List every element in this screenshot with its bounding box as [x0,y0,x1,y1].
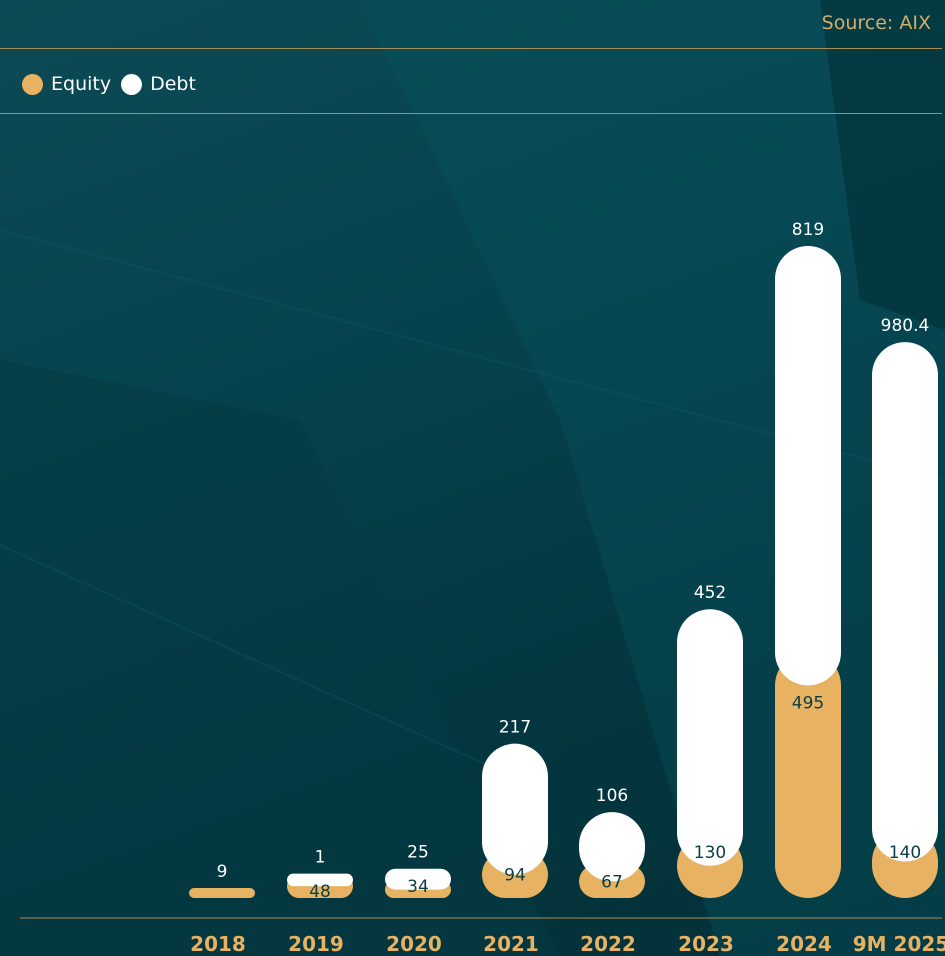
legend-item-equity: Equity [22,73,111,95]
x-tick-label-4: 2022 [580,932,636,956]
data-label-equity-3: 94 [504,866,526,886]
bar-debt-5 [677,609,743,866]
source-note: Source: AIX [821,12,931,34]
x-tick-label-6: 2024 [776,932,832,956]
legend-swatch-debt [121,73,143,95]
x-tick-label-0: 2018 [190,932,246,956]
bar-debt-3 [482,743,548,875]
data-label-equity-1: 48 [309,882,331,902]
bar-debt-2 [385,868,451,890]
legend: Equity Debt [22,73,200,95]
bar-debt-4 [579,812,645,882]
data-label-equity-2: 34 [407,877,429,897]
x-tick-label-2: 2020 [386,932,442,956]
bar-equity-0 [189,888,255,898]
data-label-total-4: 106 [596,786,628,806]
data-label-equity-7: 140 [889,843,921,863]
legend-item-debt: Debt [121,73,196,95]
legend-swatch-equity [22,73,43,95]
data-label-total-7: 980.4 [881,316,930,336]
data-label-total-0: 9 [217,862,228,882]
header-divider [0,48,942,49]
data-label-total-2: 25 [407,843,429,863]
legend-divider [0,113,942,114]
legend-label-debt: Debt [150,73,196,95]
data-label-equity-5: 130 [694,843,726,863]
x-tick-label-1: 2019 [288,932,344,956]
data-label-total-6: 819 [792,220,824,240]
data-label-total-5: 452 [694,583,726,603]
data-label-total-1: 1 [315,848,326,868]
bar-debt-7 [872,342,938,862]
bar-equity-6 [775,652,841,898]
x-tick-label-5: 2023 [678,932,734,956]
data-label-total-3: 217 [499,718,531,738]
legend-label-equity: Equity [51,73,112,95]
data-label-equity-4: 67 [601,872,623,892]
x-tick-label-7: 9M 2025 [853,932,945,956]
bar-debt-6 [775,246,841,686]
bar-debt-1 [287,873,353,887]
data-label-equity-6: 495 [792,693,824,713]
x-tick-label-3: 2021 [483,932,539,956]
